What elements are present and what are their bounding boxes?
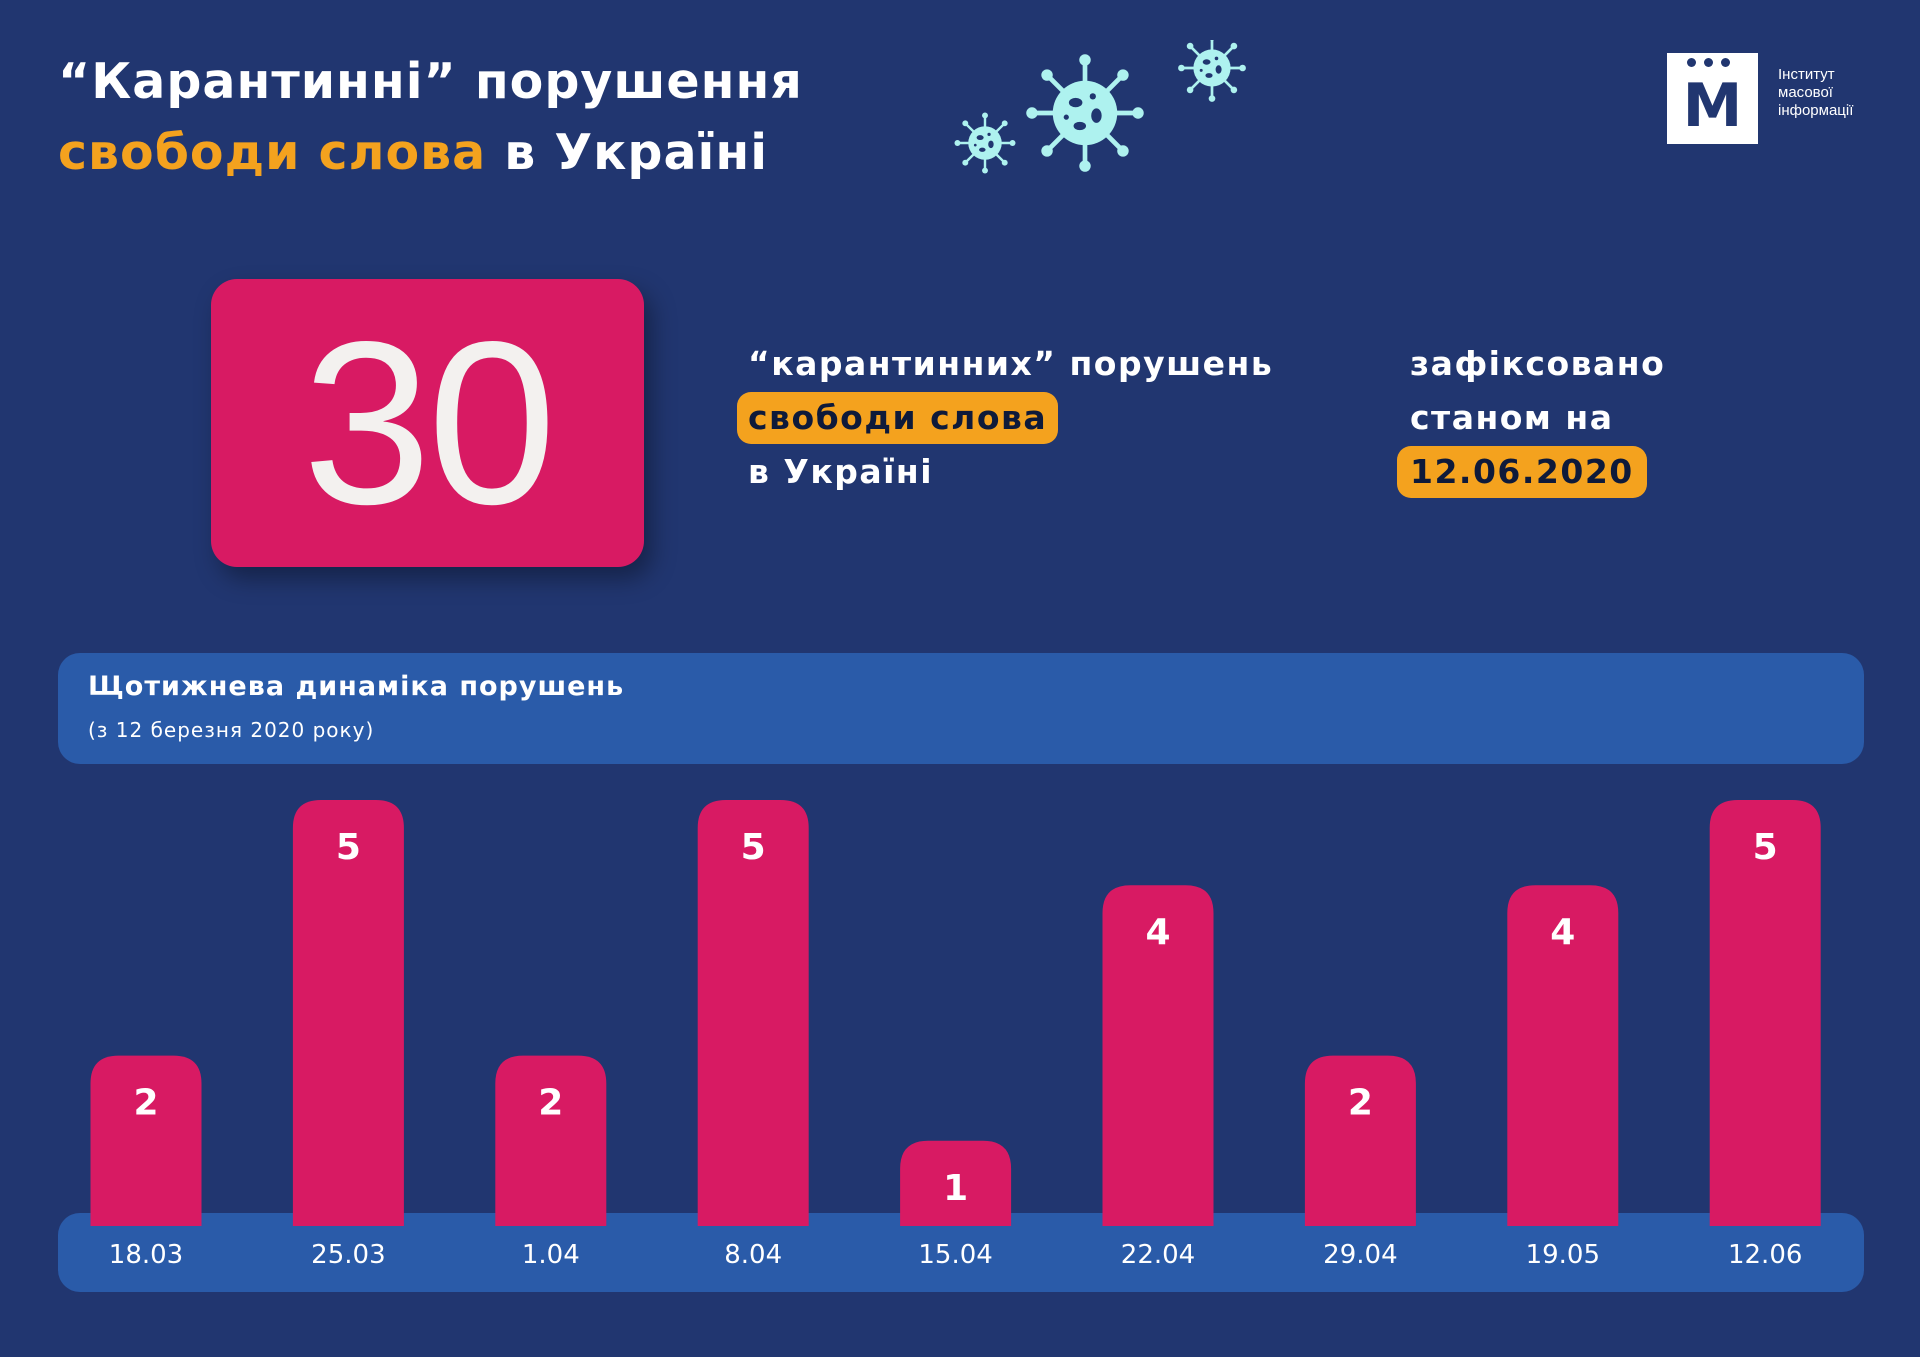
total-card: 30 (211, 279, 644, 567)
bar (1102, 885, 1214, 1226)
logo-text-line: масової (1778, 84, 1833, 101)
status-date: 12.06.2020 (1397, 446, 1647, 498)
total-count: 30 (302, 293, 556, 553)
x-tick-label: 25.03 (311, 1240, 385, 1270)
bar (1507, 885, 1619, 1226)
logo-mark: М (1683, 57, 1742, 136)
bar-value-label: 1 (943, 1168, 968, 1209)
summary-status: зафіксовано станом на 12.06.2020 (1397, 337, 1666, 499)
logo-dots (1686, 57, 1730, 67)
logo-text-line: інформації (1778, 102, 1854, 119)
summary-line-3: в Україні (748, 452, 934, 491)
bar-value-label: 5 (741, 827, 766, 868)
x-tick-label: 12.06 (1728, 1240, 1802, 1270)
x-tick-label: 18.03 (109, 1240, 183, 1270)
bar-value-label: 2 (538, 1083, 563, 1124)
summary-description: “карантинних” порушень свободи слова в У… (737, 337, 1274, 499)
x-tick-label: 29.04 (1323, 1240, 1397, 1270)
bar (900, 1140, 1012, 1226)
x-tick-label: 8.04 (724, 1240, 782, 1270)
status-line-1: зафіксовано (1410, 344, 1666, 383)
bar (495, 1055, 607, 1226)
chart-title: Щотижнева динаміка порушень (88, 671, 625, 702)
bar-value-label: 5 (1753, 827, 1778, 868)
summary-highlight: свободи слова (737, 392, 1059, 444)
x-tick-label: 22.04 (1121, 1240, 1195, 1270)
bar (292, 800, 404, 1226)
bar (697, 800, 809, 1226)
x-tick-label: 15.04 (918, 1240, 992, 1270)
logo-text-line: Інститут (1778, 66, 1835, 83)
page-title: “Карантинні” порушення свободи слова в У… (58, 46, 803, 188)
bar-value-label: 5 (336, 827, 361, 868)
logo-letter: М (1682, 70, 1743, 141)
logo: М (1667, 53, 1758, 144)
bar (90, 1055, 202, 1226)
bar (1709, 800, 1821, 1226)
status-line-2: станом на (1410, 398, 1614, 437)
title-rest: в Україні (486, 124, 768, 181)
x-tick-label: 19.05 (1526, 1240, 1600, 1270)
bar-value-label: 2 (1348, 1083, 1373, 1124)
logo-text: Інститут масової інформації (1778, 66, 1908, 120)
bar-value-label: 4 (1550, 912, 1575, 953)
chart-header: Щотижнева динаміка порушень (з 12 березн… (58, 653, 1864, 764)
bar (1304, 1055, 1416, 1226)
title-line-1: “Карантинні” порушення (58, 53, 803, 110)
summary-line-1: “карантинних” порушень (748, 344, 1274, 383)
bar-value-label: 4 (1145, 912, 1170, 953)
x-tick-label: 1.04 (522, 1240, 580, 1270)
title-accent: свободи слова (58, 124, 487, 181)
x-axis-band (58, 1213, 1864, 1292)
chart-subtitle: (з 12 березня 2020 року) (88, 718, 375, 742)
bar-value-label: 2 (133, 1083, 158, 1124)
